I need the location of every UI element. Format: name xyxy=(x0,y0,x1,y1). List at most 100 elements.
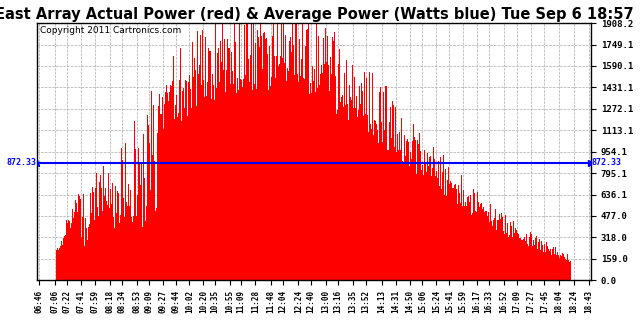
Bar xyxy=(120,155,122,280)
Bar xyxy=(154,161,155,280)
Bar xyxy=(390,107,391,280)
Bar xyxy=(281,23,282,280)
Bar xyxy=(158,106,159,280)
Bar xyxy=(379,92,380,280)
Bar xyxy=(312,66,314,280)
Bar xyxy=(113,217,114,280)
Bar xyxy=(195,33,196,280)
Bar xyxy=(65,235,66,280)
Bar xyxy=(100,188,102,280)
Bar xyxy=(434,159,435,280)
Bar xyxy=(520,237,521,280)
Bar xyxy=(444,195,445,280)
Bar xyxy=(284,63,285,280)
Bar xyxy=(278,66,279,280)
Bar xyxy=(198,108,200,280)
Bar xyxy=(376,124,377,280)
Bar xyxy=(523,233,524,280)
Bar xyxy=(292,58,293,280)
Bar xyxy=(332,37,333,280)
Bar xyxy=(308,86,310,280)
Bar xyxy=(377,102,378,280)
Bar xyxy=(396,152,397,280)
Bar xyxy=(132,222,133,280)
Bar xyxy=(453,188,454,280)
Bar xyxy=(207,82,208,280)
Bar xyxy=(466,206,467,280)
Bar xyxy=(391,138,392,280)
Bar xyxy=(529,237,531,280)
Bar xyxy=(179,98,180,280)
Bar xyxy=(208,48,209,280)
Bar xyxy=(288,71,289,280)
Bar xyxy=(266,38,267,280)
Bar xyxy=(156,208,157,280)
Bar xyxy=(442,172,444,280)
Bar xyxy=(77,212,78,280)
Bar xyxy=(409,166,410,280)
Bar xyxy=(141,164,142,280)
Bar xyxy=(501,213,502,280)
Bar xyxy=(490,204,491,280)
Bar xyxy=(382,141,383,280)
Bar xyxy=(420,151,421,280)
Bar xyxy=(436,171,437,280)
Bar xyxy=(415,140,416,280)
Bar xyxy=(440,157,441,280)
Bar xyxy=(103,166,104,280)
Bar xyxy=(481,203,482,280)
Bar xyxy=(127,208,129,280)
Bar xyxy=(334,32,335,280)
Bar xyxy=(122,160,123,280)
Bar xyxy=(73,218,74,280)
Bar xyxy=(470,204,472,280)
Bar xyxy=(508,237,509,280)
Bar xyxy=(152,155,153,280)
Bar xyxy=(397,134,398,280)
Bar xyxy=(192,84,193,280)
Bar xyxy=(118,193,119,280)
Bar xyxy=(353,108,354,280)
Bar xyxy=(497,220,499,280)
Bar xyxy=(59,248,60,280)
Bar xyxy=(410,152,411,280)
Bar xyxy=(56,251,57,280)
Bar xyxy=(429,157,430,280)
Bar xyxy=(408,142,409,280)
Bar xyxy=(268,90,269,280)
Bar xyxy=(116,213,117,280)
Bar xyxy=(305,45,306,280)
Bar xyxy=(294,75,295,280)
Bar xyxy=(298,82,299,280)
Bar xyxy=(350,97,351,280)
Bar xyxy=(204,97,205,280)
Bar xyxy=(527,244,528,280)
Bar xyxy=(186,82,187,280)
Bar xyxy=(297,74,298,280)
Bar xyxy=(565,259,566,280)
Bar xyxy=(289,26,291,280)
Bar xyxy=(310,83,311,280)
Bar xyxy=(485,211,486,280)
Bar xyxy=(129,206,130,280)
Bar xyxy=(305,23,307,280)
Bar xyxy=(476,212,477,280)
Bar xyxy=(468,196,469,280)
Bar xyxy=(226,70,227,280)
Bar xyxy=(165,92,166,280)
Bar xyxy=(446,196,447,280)
Bar xyxy=(356,96,357,280)
Bar xyxy=(419,132,420,280)
Bar xyxy=(254,84,255,280)
Bar xyxy=(126,202,127,280)
Bar xyxy=(366,78,367,280)
Bar xyxy=(567,254,568,280)
Bar xyxy=(233,84,234,280)
Bar xyxy=(470,195,471,280)
Bar xyxy=(473,189,474,280)
Bar xyxy=(246,23,247,280)
Bar xyxy=(467,197,468,280)
Bar xyxy=(234,23,235,280)
Bar xyxy=(488,212,489,280)
Bar xyxy=(248,59,249,280)
